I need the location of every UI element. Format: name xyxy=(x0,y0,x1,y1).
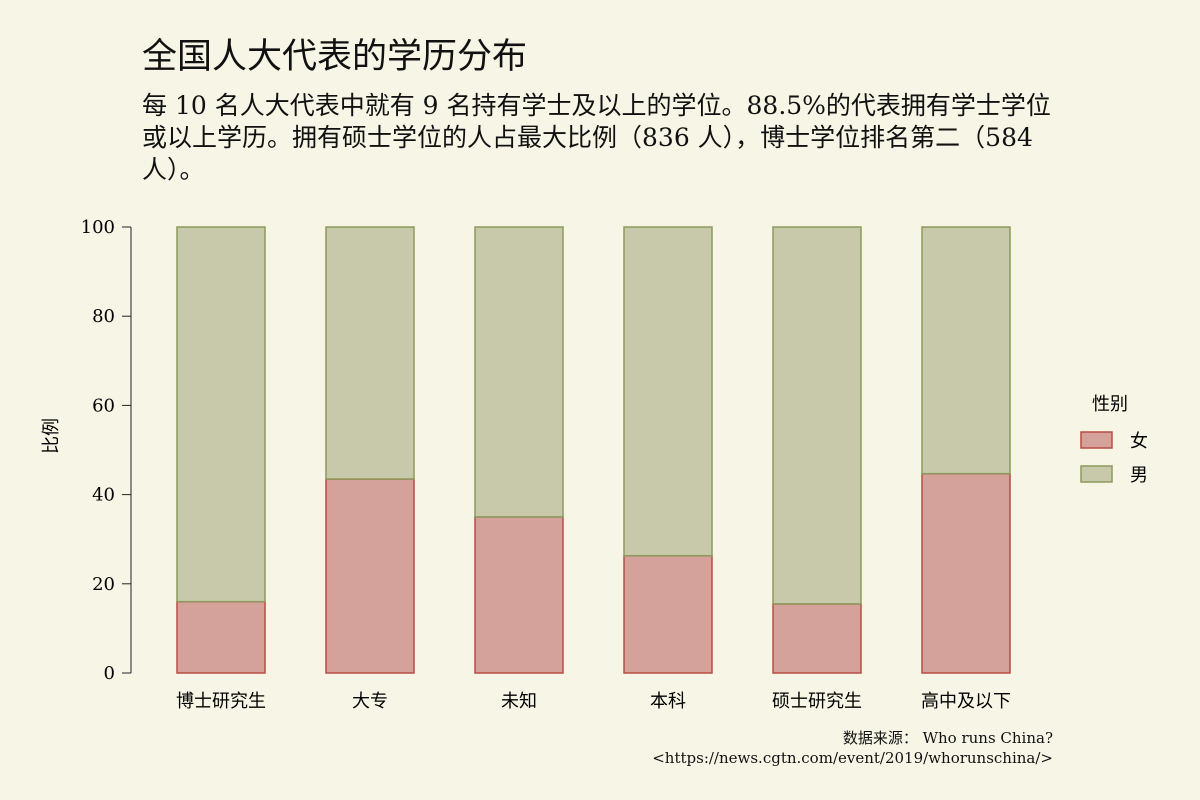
x-tick-label: 本科 xyxy=(650,691,686,712)
bar-segment-female xyxy=(921,472,1011,674)
bar-segment-male xyxy=(772,226,862,605)
x-tick-label: 未知 xyxy=(501,691,537,712)
legend: 性别 女男 xyxy=(1080,394,1148,486)
x-tick-label: 大专 xyxy=(352,691,388,712)
y-tick-label: 100 xyxy=(81,217,115,238)
source-caption: 数据来源： Who runs China? <https://news.cgtn… xyxy=(652,728,1053,768)
chart-subtitle: 每 10 名人大代表中就有 9 名持有学士及以上的学位。88.5%的代表拥有学士… xyxy=(142,91,1051,184)
bar-segment-female xyxy=(772,603,862,674)
y-axis-ticks: 0 20 40 60 80 100 xyxy=(81,217,131,684)
x-tick-label: 高中及以下 xyxy=(921,691,1011,712)
x-tick-label: 硕士研究生 xyxy=(772,691,862,712)
y-tick-label: 60 xyxy=(92,395,115,416)
bar-segment-female xyxy=(325,478,415,674)
legend-title: 性别 xyxy=(1092,394,1128,415)
legend-key-female xyxy=(1080,431,1113,449)
bar-segment-male xyxy=(176,226,266,603)
x-tick-label: 博士研究生 xyxy=(176,691,266,712)
y-tick-label: 20 xyxy=(92,574,115,595)
x-axis-ticks: 博士研究生 大专 未知 本科 硕士研究生 高中及以下 xyxy=(176,691,1011,712)
bar-segment-female xyxy=(474,516,564,674)
bar-segment-male xyxy=(623,226,713,557)
source-caption-line-1: 数据来源： Who runs China? xyxy=(842,729,1053,747)
source-caption-line-2: <https://news.cgtn.com/event/2019/whorun… xyxy=(652,749,1053,767)
y-tick-label: 0 xyxy=(104,663,115,684)
bar-segment-male xyxy=(325,226,415,480)
legend-label-female: 女 xyxy=(1130,431,1148,452)
bar-segment-male xyxy=(474,226,564,518)
y-tick-label: 80 xyxy=(92,306,115,327)
y-tick-label: 40 xyxy=(92,485,115,506)
bar-series xyxy=(176,226,1011,674)
legend-key-male xyxy=(1080,465,1113,483)
y-axis-label: 比例 xyxy=(41,418,62,454)
chart-title: 全国人大代表的学历分布 xyxy=(142,37,528,77)
bar-segment-female xyxy=(176,600,266,674)
legend-label-male: 男 xyxy=(1130,465,1148,486)
bar-segment-female xyxy=(623,554,713,674)
bar-segment-male xyxy=(921,226,1011,475)
